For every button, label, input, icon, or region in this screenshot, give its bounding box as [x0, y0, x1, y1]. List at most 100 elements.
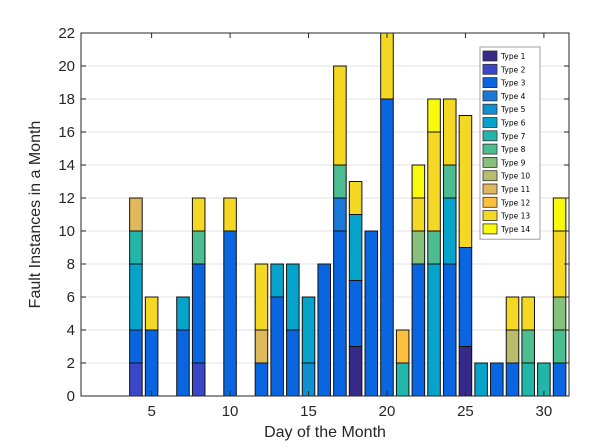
bar-segment-day17-type4: [333, 197, 347, 232]
bar-segment-day28-type10: [505, 329, 520, 364]
bar-segment-day29-type7: [521, 362, 535, 397]
y-tick-label: 4: [67, 322, 75, 339]
legend-label: Type 4: [500, 92, 526, 101]
bar-segment-day24-type3: [442, 263, 457, 397]
bar-segment-day8-type2: [191, 362, 206, 397]
bar-segment-day4-type2: [129, 362, 143, 397]
plot-frame: [80, 32, 570, 397]
legend-swatch: [482, 63, 498, 75]
bar-segment-day22-type14: [411, 164, 426, 199]
bar-segment-day24-type13: [442, 98, 457, 166]
bar-segment-day24-type6: [442, 197, 457, 265]
ticks: 0 2 4 6 8 10 12 14 16 18 20 22 5 10 15 20 25 30: [58, 25, 569, 420]
bar-segment-day17-type13: [333, 65, 347, 166]
bar-segment-day5-type13: [144, 296, 159, 331]
bar-segment-day18-type1: [348, 346, 363, 397]
bar-segment-day8-type8: [191, 230, 206, 265]
bar-segment-day4-type11: [129, 197, 143, 232]
bar-segment-day31-type3: [552, 362, 567, 397]
bar-segment-day14-type3: [286, 329, 300, 397]
bar-segment-day4-type6: [129, 263, 143, 331]
legend-swatch: [482, 103, 498, 115]
bar-segment-day18-type6: [348, 214, 363, 281]
legend-swatch: [482, 183, 498, 195]
legend-swatch: [482, 196, 498, 208]
bar-segment-day31-type14: [552, 197, 567, 232]
legend-label: Type 7: [500, 132, 526, 141]
y-tick-label: 14: [58, 157, 75, 174]
y-tick-label: 2: [67, 355, 75, 372]
y-tick-label: 10: [58, 223, 75, 240]
legend-label: Type 2: [500, 65, 526, 74]
legend-swatch: [482, 143, 498, 155]
bar-segment-day28-type13: [505, 296, 520, 331]
bar-segment-day16-type3: [317, 263, 331, 397]
y-tick-label: 8: [67, 256, 75, 273]
legend-label: Type 14: [500, 225, 530, 234]
bar-segment-day8-type3: [191, 263, 206, 364]
bar-segment-day24-type8: [442, 164, 457, 199]
bar-segment-day4-type7: [129, 230, 143, 265]
bar-segment-day7-type6: [176, 296, 190, 331]
bar-segment-day31-type9: [552, 296, 567, 331]
bar-segment-day31-type8: [552, 329, 567, 364]
y-axis-title: Fault Instances in a Month: [27, 121, 44, 309]
legend-swatch: [482, 223, 498, 235]
bar-segment-day13-type3: [270, 296, 284, 397]
bar-segment-day12-type11: [254, 329, 269, 364]
bar-segment-day19-type3: [364, 230, 379, 397]
legend-swatch: [482, 156, 498, 168]
x-tick-label: 20: [379, 403, 396, 420]
y-tick-label: 20: [58, 58, 75, 75]
bar-segment-day20-type3: [380, 98, 394, 397]
legend-swatch: [482, 117, 498, 128]
bar-segment-day22-type3: [411, 263, 426, 397]
bar-segment-day13-type6: [270, 263, 284, 298]
bar-segment-day10-type13: [223, 197, 237, 232]
x-tick-label: 15: [300, 403, 317, 420]
bar-segment-day18-type3: [348, 280, 363, 347]
bar-segment-day27-type3: [490, 362, 504, 397]
y-tick-label: 16: [58, 124, 75, 141]
legend-swatch: [482, 210, 498, 222]
y-tick-label: 0: [67, 388, 75, 405]
bar-segment-day8-type13: [191, 197, 206, 232]
bar-segment-day18-type13: [348, 181, 363, 215]
legend-label: Type 10: [500, 172, 530, 181]
bar-segment-day23-type6: [427, 263, 441, 397]
legend-label: Type 9: [500, 158, 526, 167]
bar-segment-day7-type3: [176, 329, 190, 397]
bar-segment-day23-type8: [427, 230, 441, 265]
legend-label: Type 12: [500, 198, 530, 207]
bar-segment-day17-type8: [333, 164, 347, 199]
bar-segment-day14-type6: [286, 263, 300, 331]
legend-swatch: [482, 50, 498, 62]
bar-segment-day21-type12: [395, 329, 410, 364]
bar-segment-day12-type13: [254, 263, 269, 331]
x-tick-label: 10: [222, 403, 239, 420]
bar-segment-day25-type3: [458, 247, 473, 347]
bar-segment-day25-type1: [458, 346, 473, 397]
bar-segment-day23-type13: [427, 131, 441, 232]
bar-segment-day21-type7: [395, 362, 410, 397]
x-tick-label: 5: [147, 403, 155, 420]
bar-segment-day29-type8: [521, 329, 535, 364]
bar-segment-day4-type3: [129, 329, 143, 364]
bar-segment-day15-type6: [301, 296, 316, 364]
bar-segment-day10-type3: [223, 230, 237, 397]
legend: Type 1 Type 2 Type 3 Type 4 Type 5 Type 6 Type…: [479, 46, 541, 240]
legend-label: Type 3: [500, 79, 526, 88]
y-tick-label: 18: [58, 91, 75, 108]
legend-swatch: [482, 170, 498, 182]
legend-swatch: [482, 90, 498, 102]
x-tick-label: 25: [457, 403, 474, 420]
legend-swatch: [482, 130, 498, 142]
x-tick-label: 30: [536, 403, 553, 420]
y-tick-label: 22: [58, 25, 75, 42]
bar-segment-day25-type13: [458, 115, 473, 248]
bar-segment-day22-type13: [411, 197, 426, 232]
bar-segment-day28-type3: [505, 362, 520, 397]
legend-label: Type 13: [500, 212, 530, 221]
y-tick-label: 12: [58, 190, 75, 207]
